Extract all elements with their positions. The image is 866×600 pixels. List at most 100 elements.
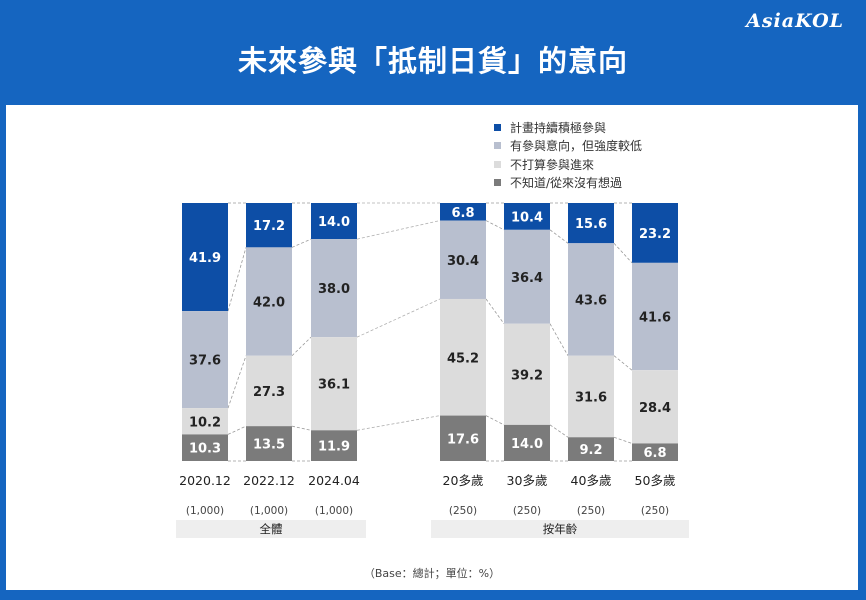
connector-line (291, 425, 312, 431)
bar-segment-low (568, 243, 614, 356)
connector-line (291, 238, 312, 248)
bar-segment-no (182, 408, 228, 435)
group-label: 按年齡 (543, 522, 578, 536)
data-label: 27.3 (253, 385, 285, 400)
bar-segment-low (504, 229, 550, 324)
bar-segment-unknown (568, 437, 614, 461)
connector-line (549, 323, 569, 356)
bar-segment-unknown (504, 424, 550, 461)
data-label: 36.1 (318, 378, 350, 393)
connector-line (227, 355, 247, 409)
bar-segment-no (440, 298, 486, 416)
legend-item-unknown: 不知道/從來沒有想過 (494, 174, 642, 193)
legend-label-no: 不打算參與進來 (510, 157, 595, 172)
bar-segment-unknown (246, 426, 292, 461)
legend-item-low: 有參與意向，但強度較低 (494, 137, 642, 156)
bar-segment-active (568, 203, 614, 244)
bar-segment-low (311, 239, 357, 338)
data-label: 10.2 (189, 415, 221, 430)
data-label: 14.0 (511, 437, 543, 452)
connector-line (227, 247, 247, 312)
connector-line (356, 415, 441, 431)
base-label: (250) (513, 505, 541, 517)
category-label: 30多歲 (507, 473, 548, 488)
base-label: (250) (577, 505, 605, 517)
connector-line (549, 424, 569, 438)
data-label: 28.4 (639, 401, 671, 416)
data-label: 14.0 (318, 215, 350, 230)
connector-line (227, 425, 247, 435)
data-label: 6.8 (643, 446, 666, 461)
asiakol-logo: AsiaKOL (746, 10, 844, 32)
connector-line (549, 229, 569, 244)
base-label: (250) (449, 505, 477, 517)
legend-swatch-no (494, 160, 501, 168)
bar-segment-active (504, 203, 550, 230)
bar-segment-no (632, 370, 678, 444)
legend-item-active: 計畫持續積極參與 (494, 118, 642, 137)
bar-segment-low (440, 220, 486, 299)
category-label: 2024.04 (308, 473, 360, 488)
data-label: 15.6 (575, 217, 607, 232)
data-label: 43.6 (575, 293, 607, 308)
legend-item-no: 不打算參與進來 (494, 155, 642, 174)
connector-line (485, 220, 505, 231)
bar-segment-active (440, 203, 486, 221)
bar-segment-active (246, 203, 292, 248)
data-label: 9.2 (579, 443, 602, 458)
group-label: 全體 (260, 522, 283, 536)
connector-line (291, 336, 312, 357)
bar-segment-low (182, 311, 228, 409)
connector-line (613, 355, 633, 371)
data-label: 41.6 (639, 311, 671, 326)
legend-label-low: 有參與意向，但強度較低 (510, 139, 643, 154)
bar-segment-no (568, 355, 614, 438)
connector-line (356, 298, 441, 338)
group-band (431, 520, 689, 538)
data-label: 39.2 (511, 368, 543, 383)
bar-segment-low (246, 247, 292, 356)
page-title: 未來參與「抵制日貨」的意向 (237, 44, 628, 78)
category-label: 2022.12 (243, 473, 295, 488)
data-label: 10.4 (511, 210, 543, 225)
bar-segment-unknown (440, 415, 486, 461)
base-label: (1,000) (186, 505, 224, 517)
data-label: 37.6 (189, 354, 221, 369)
data-label: 13.5 (253, 438, 285, 453)
group-band (176, 520, 366, 538)
data-label: 38.0 (318, 282, 350, 297)
bar-segment-low (632, 262, 678, 371)
data-label: 11.9 (318, 440, 350, 455)
base-note: （Base：總計；單位：%） (363, 567, 501, 580)
connector-line (613, 242, 633, 264)
bar-segment-unknown (311, 430, 357, 461)
legend-label-unknown: 不知道/從來沒有想過 (510, 176, 623, 191)
data-label: 42.0 (253, 296, 285, 311)
chart-panel: 41.9 37.6 10.2 10.3 2020.12 (1,000) 17.2 42.0 27… (6, 105, 858, 590)
connector-line (613, 436, 633, 444)
legend-label-active: 計畫持續積極參與 (510, 120, 607, 135)
bar-segment-unknown (632, 443, 678, 461)
stacked-bar-chart: 41.9 37.6 10.2 10.3 2020.12 (1,000) 17.2 42.0 27… (176, 202, 689, 538)
data-label: 17.6 (447, 432, 479, 447)
data-label: 36.4 (511, 271, 543, 286)
legend-swatch-unknown (494, 179, 501, 187)
bar-segment-active (311, 203, 357, 240)
data-label: 23.2 (639, 227, 671, 242)
bar-segment-no (246, 355, 292, 427)
category-label: 50多歲 (635, 473, 676, 488)
bar-segment-no (311, 337, 357, 431)
connector-line (356, 220, 441, 240)
bar-segment-active (182, 203, 228, 312)
data-label: 30.4 (447, 254, 479, 269)
data-label: 31.6 (575, 391, 607, 406)
base-label: (250) (641, 505, 669, 517)
category-label: 2020.12 (179, 473, 231, 488)
base-label: (1,000) (315, 505, 353, 517)
category-label: 40多歲 (571, 473, 612, 488)
data-label: 41.9 (189, 251, 221, 266)
data-label: 17.2 (253, 219, 285, 234)
category-label: 20多歲 (443, 473, 484, 488)
legend-swatch-active (494, 123, 501, 131)
bar-segment-unknown (182, 434, 228, 461)
